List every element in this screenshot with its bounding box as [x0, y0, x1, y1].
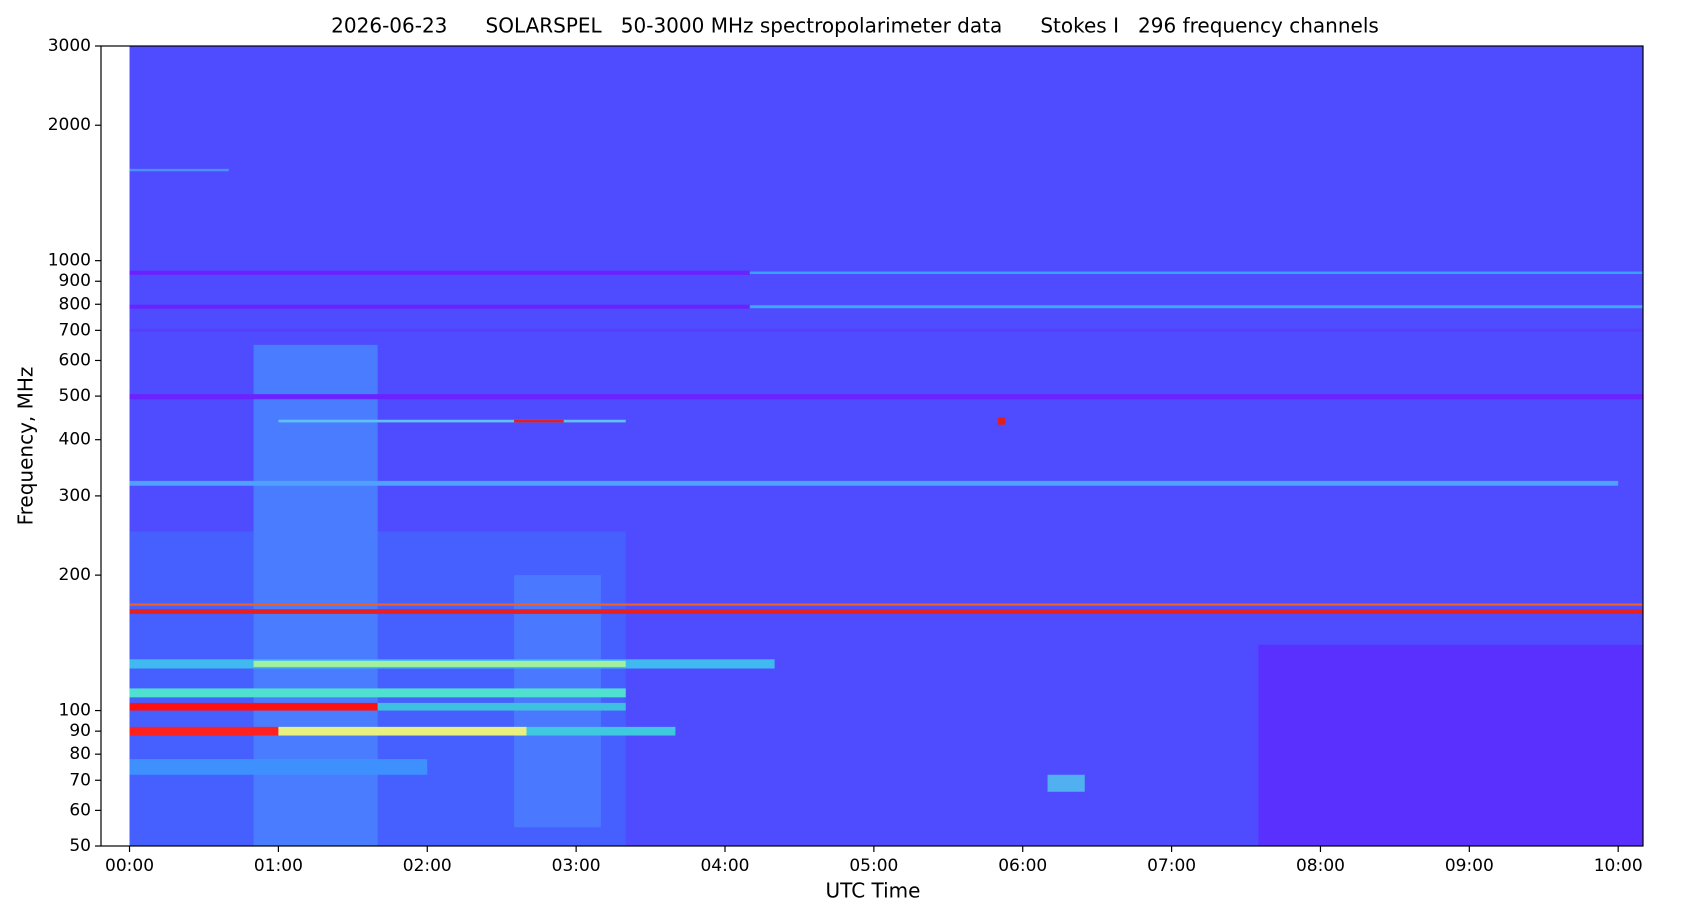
spectral-band [129, 480, 1619, 486]
x-tick-label: 00:00 [105, 856, 154, 876]
y-tick-label: 3000 [48, 36, 91, 56]
spectral-band [253, 660, 626, 667]
spectral-band [514, 575, 601, 828]
spectral-band [278, 419, 626, 423]
x-tick-label: 09:00 [1445, 856, 1494, 876]
y-tick-label: 500 [59, 386, 91, 406]
spectral-band [749, 271, 1643, 275]
spectral-band [129, 726, 279, 736]
spectral-band [129, 304, 750, 309]
y-tick-label: 70 [69, 770, 91, 790]
y-tick-label: 50 [69, 836, 91, 856]
spectral-band [129, 688, 626, 698]
x-tick-label: 01:00 [254, 856, 303, 876]
x-tick-label: 06:00 [998, 856, 1047, 876]
y-axis-label: Frequency, MHz [14, 367, 38, 526]
spectral-band [129, 394, 1643, 400]
spectral-band [377, 702, 626, 711]
y-tick-label: 700 [59, 320, 91, 340]
y-tick-label: 100 [59, 701, 91, 721]
spectral-band [997, 417, 1006, 425]
x-tick-label: 08:00 [1296, 856, 1345, 876]
chart-title: 2026-06-23 SOLARSPEL 50-3000 MHz spectro… [331, 14, 1379, 38]
spectral-band [129, 702, 378, 711]
y-tick-label: 80 [69, 744, 91, 764]
y-tick-label: 800 [59, 294, 91, 314]
plot-frame [100, 45, 1644, 847]
y-tick-label: 600 [59, 350, 91, 370]
x-tick-label: 05:00 [849, 856, 898, 876]
y-tick-label: 300 [59, 486, 91, 506]
y-tick-label: 2000 [48, 115, 91, 135]
y-tick-label: 1000 [48, 251, 91, 271]
y-tick-label: 200 [59, 565, 91, 585]
spectral-band [749, 305, 1643, 309]
spectral-band [129, 328, 1643, 332]
x-tick-label: 04:00 [700, 856, 749, 876]
spectral-band [129, 759, 428, 775]
spectral-band [1047, 774, 1085, 792]
spectral-band [129, 168, 229, 172]
x-tick-label: 02:00 [403, 856, 452, 876]
x-tick-label: 07:00 [1147, 856, 1196, 876]
spectral-band [1258, 644, 1643, 846]
y-tick-label: 60 [69, 800, 91, 820]
y-tick-label: 400 [59, 430, 91, 450]
x-axis-label: UTC Time [826, 879, 921, 903]
spectral-band [129, 609, 1643, 614]
spectral-band [129, 270, 750, 275]
x-tick-label: 10:00 [1594, 856, 1643, 876]
spectral-band [278, 726, 527, 736]
y-tick-label: 90 [69, 721, 91, 741]
spectral-band [129, 603, 1643, 606]
spectral-band [526, 726, 676, 736]
y-tick-label: 900 [59, 271, 91, 291]
x-tick-label: 03:00 [552, 856, 601, 876]
spectral-band [514, 419, 564, 423]
